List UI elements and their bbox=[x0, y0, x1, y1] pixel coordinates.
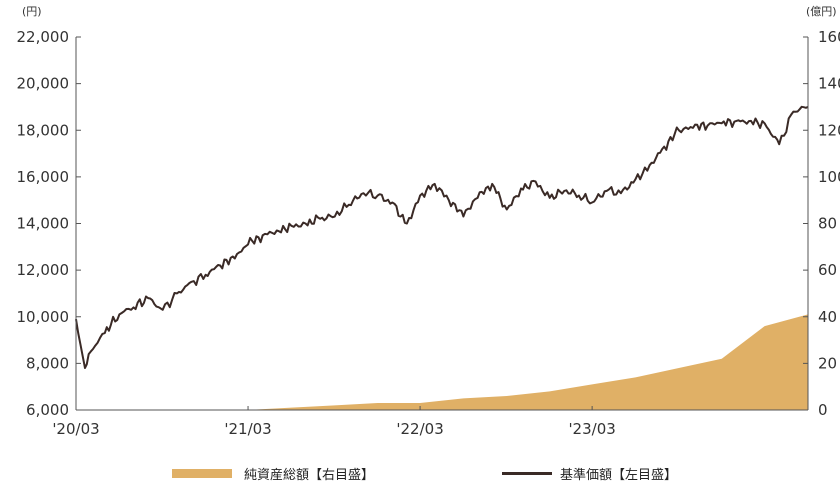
right-tick-label: 100 bbox=[818, 168, 840, 186]
nav-line-layer bbox=[75, 105, 809, 369]
left-tick-label: 10,000 bbox=[17, 308, 70, 326]
legend-item-net-assets: 純資産総額【右目盛】 bbox=[172, 462, 374, 484]
left-tick-label: 6,000 bbox=[26, 401, 69, 419]
left-tick-label: 16,000 bbox=[17, 168, 70, 186]
left-axis-unit: (円) bbox=[22, 5, 42, 18]
left-tick-label: 14,000 bbox=[17, 215, 70, 233]
net-assets-area-layer bbox=[76, 314, 808, 410]
right-tick-label: 20 bbox=[818, 354, 837, 372]
left-tick-label: 20,000 bbox=[17, 75, 70, 93]
legend-swatch-area bbox=[172, 468, 232, 478]
right-tick-label: 0 bbox=[818, 401, 828, 419]
right-tick-label: 40 bbox=[818, 308, 837, 326]
x-tick-label: '20/03 bbox=[52, 420, 99, 438]
nav-line bbox=[75, 105, 809, 369]
legend-label-net-assets: 純資産総額【右目盛】 bbox=[244, 467, 375, 483]
left-tick-label: 18,000 bbox=[17, 121, 70, 139]
right-tick-label: 60 bbox=[818, 261, 837, 279]
right-tick-label: 140 bbox=[818, 75, 840, 93]
left-tick-label: 22,000 bbox=[17, 28, 70, 46]
right-tick-label: 160 bbox=[818, 28, 840, 46]
x-tick-label: '23/03 bbox=[568, 420, 615, 438]
legend-label-nav: 基準価額【左目盛】 bbox=[560, 467, 678, 483]
legend-swatch-line bbox=[502, 471, 552, 475]
right-tick-label: 80 bbox=[818, 215, 837, 233]
left-tick-label: 8,000 bbox=[26, 354, 69, 372]
x-tick-label: '22/03 bbox=[396, 420, 443, 438]
net-assets-area bbox=[76, 314, 808, 410]
axes-layer: 6,000 8,000 10,000 12,000 14,000 16,000 18,000… bbox=[17, 28, 840, 438]
x-tick-label: '21/03 bbox=[224, 420, 271, 438]
left-tick-label: 12,000 bbox=[17, 261, 70, 279]
legend-item-nav: 基準価額【左目盛】 bbox=[502, 462, 677, 484]
right-tick-label: 120 bbox=[818, 121, 840, 139]
right-axis-unit: (億円) bbox=[806, 5, 837, 18]
